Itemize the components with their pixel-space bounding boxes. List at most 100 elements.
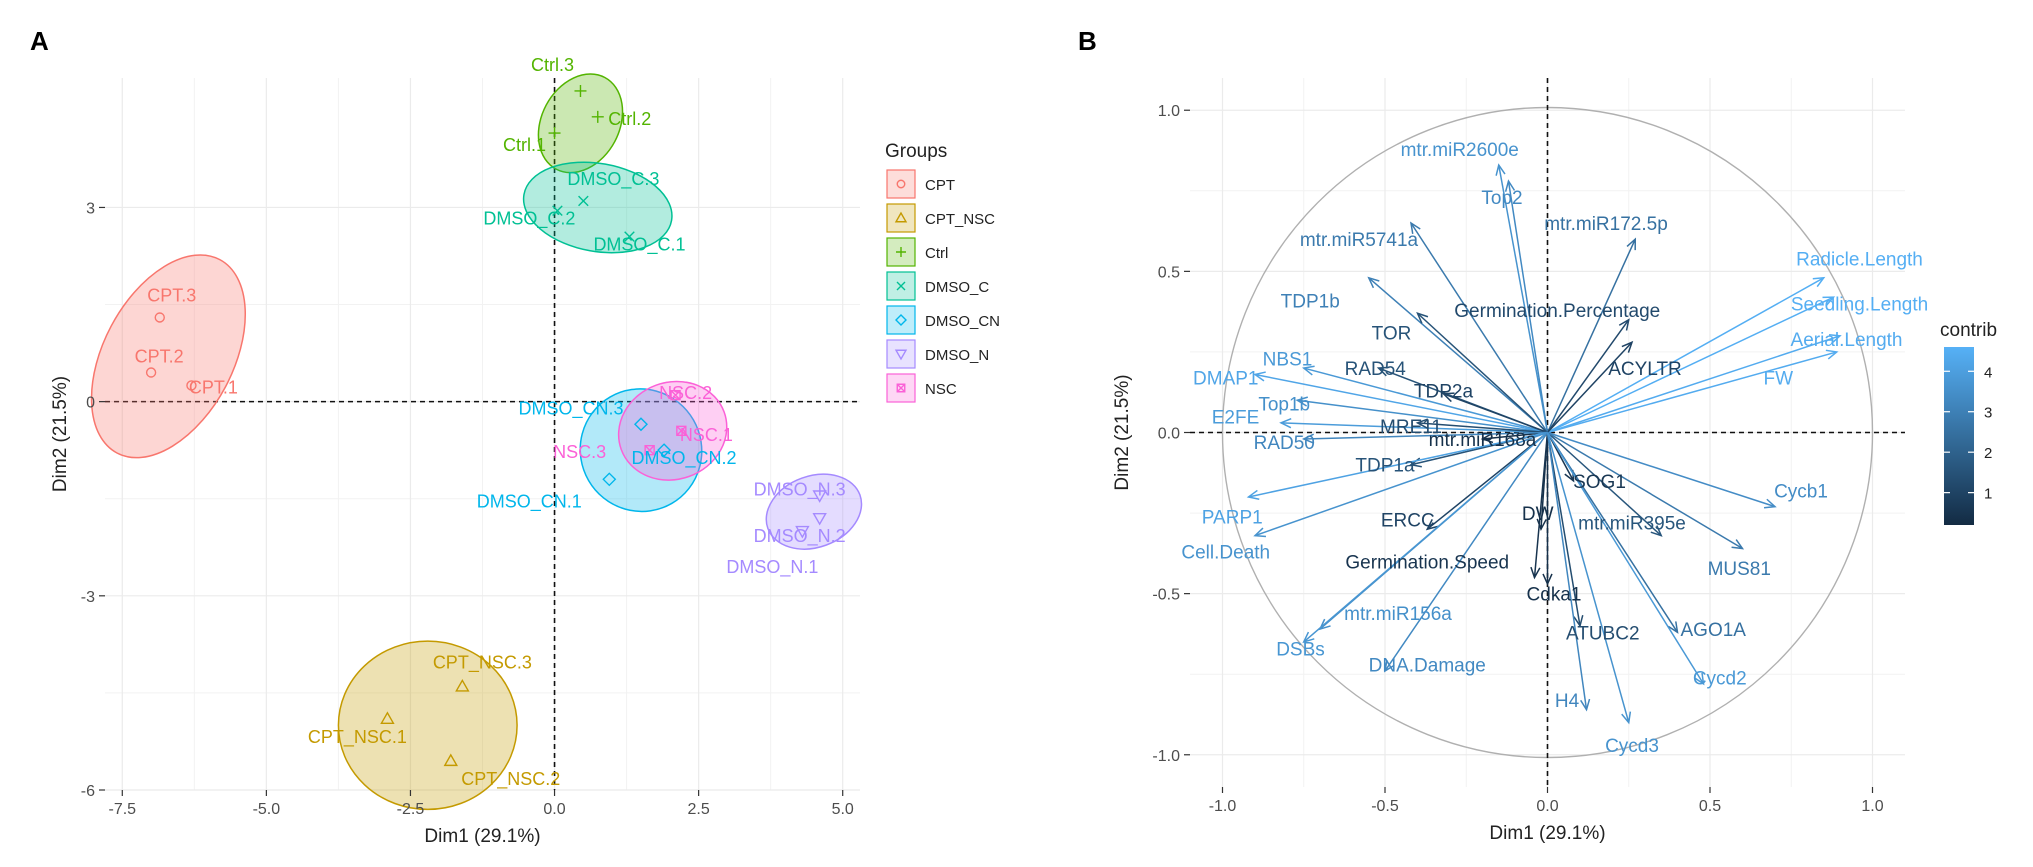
variable-label-atubc2: ATUBC2 [1566, 623, 1640, 644]
variable-label-cycb1: Cycb1 [1774, 482, 1828, 503]
legend-label-cpt-nsc: CPT_NSC [925, 211, 995, 228]
variable-label-tdp2a: TDP2a [1414, 382, 1474, 403]
arrowhead-tdp2a [1441, 392, 1455, 403]
variable-label-rad50: RAD50 [1254, 433, 1315, 454]
variable-label-mtr-mir395e: mtr.miR395e [1578, 514, 1686, 535]
panel-a-ellipses [90, 73, 863, 811]
legend-key-cpt-nsc [886, 203, 916, 233]
arrow-germination-percentage [1546, 319, 1630, 433]
legend-symbol-dmso-cn [895, 314, 907, 326]
variable-label-dw: DW [1522, 504, 1554, 525]
arrow-tdp2a [1443, 393, 1548, 434]
variable-label-ercc: ERCC [1381, 511, 1435, 532]
point-nsc-3 [644, 444, 655, 456]
ellipse-cpt-nsc [337, 640, 518, 811]
arrow-dna-damage [1384, 432, 1549, 672]
label-cpt-1: CPT.1 [189, 377, 238, 397]
arrow-mre11 [1417, 422, 1548, 434]
legend-symbol-dmso-n [894, 349, 908, 361]
panel-a-x-axis-title: Dim1 (29.1%) [424, 826, 540, 847]
arrow-radicle-length [1547, 277, 1825, 434]
variable-label-cycd3: Cycd3 [1605, 736, 1659, 757]
point-dmso-cn-1 [602, 472, 617, 487]
arrowhead-cycd2 [1693, 672, 1705, 686]
point-cpt-3 [154, 312, 165, 323]
arrow-tdp1b [1368, 277, 1548, 434]
panel-b-variable-labels: mtr.miR2600e Top2 mtr.miR172.5p mtr.miR5741… [1181, 140, 1928, 757]
label-ctrl-3: Ctrl.3 [531, 55, 574, 75]
arrow-mtr-mir172-5p [1546, 238, 1636, 433]
ellipse-cpt [90, 254, 247, 459]
arrowhead-top1b [1295, 396, 1308, 407]
variable-label-sog1: SOG1 [1573, 472, 1626, 493]
label-cpt-nsc-3: CPT_NSC.3 [433, 652, 532, 673]
legend-symbol-ctrl [896, 247, 906, 257]
arrowhead-rad54 [1376, 366, 1390, 377]
arrow-mtr-mir2600e [1498, 164, 1549, 433]
legend-key-cpt [886, 169, 916, 199]
point-dmso-c-2 [552, 205, 563, 216]
point-ctrl-2 [591, 110, 604, 123]
arrow-mus81 [1547, 431, 1743, 550]
variable-label-seedling-length: Seedling.Length [1791, 295, 1928, 316]
panel-a-y-axis-title: Dim2 (21.5%) [50, 376, 71, 492]
label-ctrl-1: Ctrl.1 [503, 135, 546, 155]
variable-label-radicle-length: Radicle.Length [1796, 249, 1923, 270]
panel-a-reference-lines [105, 78, 860, 790]
label-cpt-nsc-2: CPT_NSC.2 [461, 769, 560, 790]
arrowhead-mus81 [1731, 539, 1745, 550]
panel-a-y-tick-label: -3 [81, 589, 95, 606]
label-dmso-cn-3: DMSO_CN.3 [518, 398, 623, 419]
panel-a-legend: Groups CPT CPT_NSC Ctrl DMSO_C DMSO_CN DMSO_N… [885, 141, 1000, 403]
panel-b-y-tick-label: -0.5 [1152, 587, 1180, 604]
arrowhead-e2fe [1279, 418, 1292, 429]
panel-a-x-tick-label: 5.0 [832, 801, 854, 818]
point-cpt-nsc-3 [455, 679, 470, 692]
panel-a-y-tick-label: 3 [86, 200, 95, 217]
label-cpt-3: CPT.3 [147, 285, 196, 305]
arrowhead-aerial-length [1828, 333, 1842, 344]
legend-label-cpt: CPT [925, 177, 955, 194]
panel-a-y-tick-label: 0 [86, 395, 95, 412]
variable-label-dsbs: DSBs [1276, 639, 1325, 660]
arrow-cycd2 [1546, 432, 1705, 685]
arrowhead-radicle-length [1812, 276, 1826, 288]
variable-label-mtr-mir172-5p: mtr.miR172.5p [1544, 214, 1668, 235]
variable-label-parp1: PARP1 [1202, 507, 1263, 528]
legend-label-ctrl: Ctrl [925, 245, 948, 262]
arrowhead-h4 [1580, 698, 1591, 712]
variable-label-germination-percentage: Germination.Percentage [1454, 301, 1660, 322]
ellipse-dmso-c [522, 161, 673, 254]
panel-b-x-tick-label: 1.0 [1861, 798, 1883, 815]
colorbar-tick-label: 2 [1984, 445, 1992, 462]
point-cpt-nsc-1 [380, 711, 395, 724]
point-dmso-c-3 [578, 195, 589, 207]
panel-b-x-tick-label: -1.0 [1209, 798, 1237, 815]
panel-b-arrows [1246, 163, 1842, 725]
arrow-cycb1 [1547, 431, 1776, 508]
arrowhead-mtr-mir156a [1318, 618, 1331, 631]
arrowhead-rad50 [1301, 433, 1315, 444]
arrowhead-mtr-mir168a [1480, 432, 1494, 444]
arrowhead-ago1a [1667, 621, 1679, 634]
arrow-seedling-length [1547, 296, 1834, 434]
point-nsc-1 [676, 425, 687, 436]
variable-label-mtr-mir156a: mtr.miR156a [1344, 604, 1452, 625]
contrib-colorbar [1944, 347, 1974, 525]
variable-label-top2: Top2 [1481, 188, 1522, 209]
arrow-cell-death [1254, 431, 1548, 537]
label-dmso-c-2: DMSO_C.2 [483, 209, 575, 230]
colorbar-tick-label: 1 [1984, 486, 1992, 503]
panel-a-x-tick-label: 2.5 [688, 801, 710, 818]
variable-label-acyltr: ACYLTR [1608, 359, 1682, 380]
label-dmso-n-2: DMSO_N.2 [754, 526, 846, 547]
arrow-top2 [1507, 181, 1549, 433]
point-cpt-2 [145, 367, 157, 378]
panel-a-points [145, 84, 827, 767]
arrowhead-germination-percentage [1618, 318, 1630, 331]
label-dmso-cn-2: DMSO_CN.2 [632, 448, 737, 469]
arrowhead-dna-damage [1383, 660, 1395, 673]
panel-b-x-axis-title: Dim1 (29.1%) [1489, 823, 1605, 844]
legend-symbol-nsc [896, 383, 906, 393]
variable-label-germination-speed: Germination.Speed [1345, 552, 1509, 573]
